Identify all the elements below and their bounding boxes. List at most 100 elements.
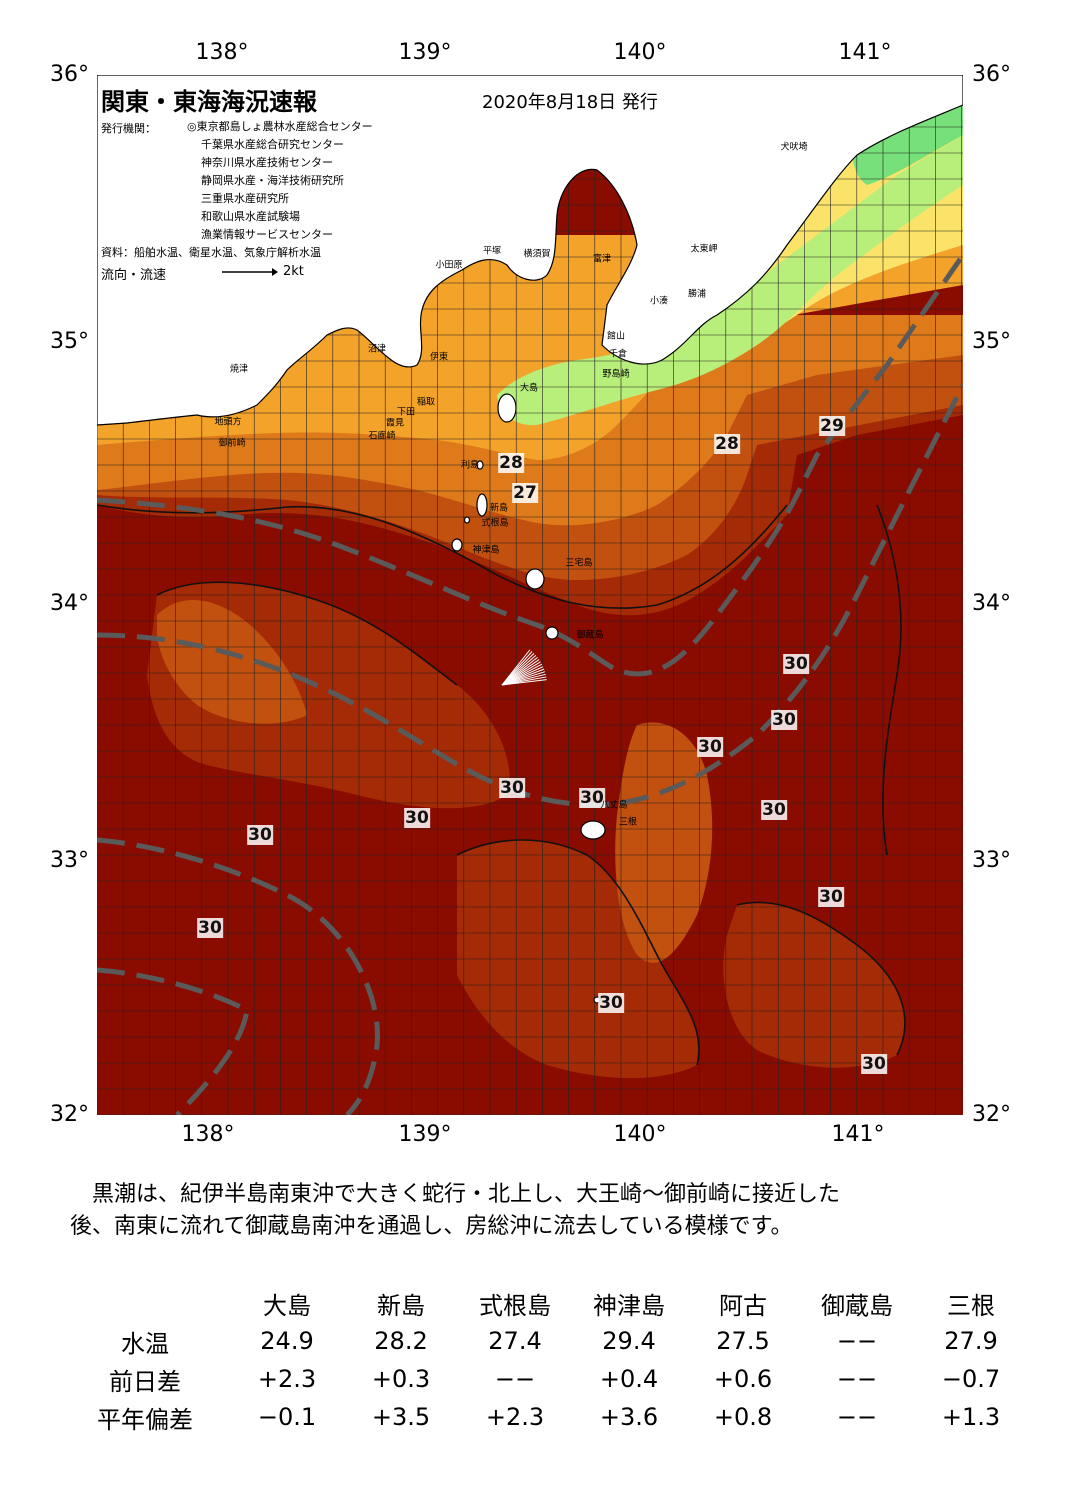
lat-label-34-left: 34° [50, 591, 89, 616]
place-hiratsuka: 平塚 [482, 246, 502, 257]
lat-label-36-right: 36° [972, 62, 1011, 87]
isotherm-line [456, 839, 700, 1066]
place-kasumi: 霞見 [385, 418, 405, 429]
table-col-header: 阿古 [719, 1291, 767, 1320]
island-niijima [476, 493, 488, 517]
lon-label-141-bottom: 141° [831, 1122, 885, 1147]
lat-label-35-right: 35° [972, 329, 1011, 354]
kuroshio-axis-line-southwest [97, 837, 380, 1115]
place-tateyama: 館山 [606, 331, 626, 342]
lon-label-139-bottom: 139° [398, 1122, 452, 1147]
issuer-item: 三重県水産研究所 [201, 192, 289, 205]
place-niijima: 新島 [489, 503, 509, 514]
table-row: 平年偏差 −0.1 +3.5 +2.3 +3.6 +0.8 −− +1.3 [60, 1398, 1028, 1436]
place-shikinejima: 式根島 [481, 518, 509, 529]
isotherm-label-30: 30 [499, 778, 525, 798]
isotherm-label-28-izu: 28 [498, 453, 524, 473]
place-numazu: 沼津 [367, 344, 387, 355]
temp-zone-28-tongue-south [615, 722, 713, 963]
island-temperature-table: 大島 新島 式根島 神津島 阿古 御蔵島 三根 水温 24.9 28.2 27.… [60, 1284, 1028, 1436]
place-irozaki: 石廊崎 [368, 431, 396, 442]
place-mitsune: 三根 [618, 817, 638, 828]
lon-label-138-top: 138° [195, 40, 249, 65]
summary-line-2: 後、南東に流れて御蔵島南沖を通過し、房総沖に流去している模様です。 [70, 1214, 793, 1239]
table-row-label: 平年偏差 [97, 1405, 193, 1434]
isotherm-label-30: 30 [697, 737, 723, 757]
current-vectors [501, 649, 547, 686]
table-cell: +3.5 [371, 1403, 431, 1431]
isotherm-line [876, 504, 902, 856]
place-yaizu: 焼津 [229, 364, 249, 375]
table-cell: +0.6 [713, 1365, 773, 1393]
isotherm-label-30: 30 [404, 808, 430, 828]
place-oshima: 大島 [519, 383, 539, 394]
lat-label-34-right: 34° [972, 591, 1011, 616]
table-row-label: 前日差 [109, 1367, 181, 1396]
issuer-item: 静岡県水産・海洋技術研究所 [201, 174, 344, 187]
issuer-item: 漁業情報サービスセンター [201, 228, 333, 241]
land-kanto [97, 75, 963, 426]
place-omaezaki: 御前崎 [218, 438, 246, 449]
lat-label-32-left: 32° [50, 1102, 89, 1127]
isotherm-label-28-east: 28 [714, 434, 740, 454]
isotherm-label-30: 30 [861, 1054, 887, 1074]
place-inatori: 稲取 [416, 397, 436, 408]
table-cell: −− [494, 1365, 536, 1393]
place-mikurajima: 御蔵島 [576, 630, 604, 641]
isotherm-label-30: 30 [771, 710, 797, 730]
isotherm-line [736, 901, 906, 1056]
place-inubosaki: 犬吠埼 [780, 142, 808, 153]
table-col-header: 御蔵島 [821, 1291, 893, 1320]
table-corner [60, 1284, 230, 1322]
isotherm-label-30: 30 [761, 800, 787, 820]
table-cell: 27.9 [944, 1327, 998, 1355]
isotherm-contours [97, 504, 906, 1066]
land-areas [97, 75, 963, 1004]
place-futtsu: 富津 [592, 254, 612, 265]
kuroshio-axis-line-main [97, 253, 963, 677]
isotherm-label-30: 30 [579, 788, 605, 808]
island-mikurajima [545, 626, 559, 640]
sea-temperature-map: 28 27 29 28 30 30 30 30 30 30 30 30 30 3… [97, 75, 963, 1115]
table-header-row: 大島 新島 式根島 神津島 阿古 御蔵島 三根 [60, 1284, 1028, 1322]
issue-date: 2020年8月18日 発行 [482, 92, 658, 113]
issuer-item: 神奈川県水産技術センター [201, 156, 333, 169]
sea-temperature-map-svg [97, 75, 963, 1115]
temp-zone-24 [497, 135, 963, 426]
lat-label-32-right: 32° [972, 1102, 1011, 1127]
temp-zone-28-tongue-west [157, 600, 307, 724]
place-taitomisaki: 太東岬 [690, 244, 718, 255]
island-shikinejima [463, 516, 471, 524]
lat-label-33-right: 33° [972, 848, 1011, 873]
place-yokosuka: 横須賀 [523, 249, 551, 260]
isotherm-label-30: 30 [598, 993, 624, 1013]
table-cell: −− [836, 1327, 878, 1355]
table-col-header: 新島 [377, 1291, 425, 1320]
place-ito: 伊東 [429, 352, 449, 363]
table-cell: +3.6 [599, 1403, 659, 1431]
lat-label-35-left: 35° [50, 329, 89, 354]
place-jitogata: 地頭方 [214, 417, 242, 428]
table-cell: 24.9 [260, 1327, 314, 1355]
place-hachijojima: 八丈島 [600, 800, 628, 811]
flow-legend-label: 流向・流速 [101, 268, 167, 283]
lon-label-140-top: 140° [613, 40, 667, 65]
table-row-label: 水温 [121, 1329, 169, 1358]
issuer-item: 千葉県水産総合研究センター [201, 138, 344, 151]
island-kozushima [451, 538, 463, 552]
place-chikura: 千倉 [608, 349, 628, 360]
table-cell: 28.2 [374, 1327, 428, 1355]
place-toshima: 利島 [460, 460, 480, 471]
kuroshio-axis-line-west-loop [97, 967, 250, 1115]
flow-scale-label: 2kt [283, 264, 304, 279]
isotherm-label-30: 30 [783, 654, 809, 674]
lon-label-138-bottom: 138° [181, 1122, 235, 1147]
isotherm-label-30: 30 [818, 887, 844, 907]
place-kominato: 小湊 [649, 296, 669, 307]
table-cell: −− [836, 1365, 878, 1393]
isotherm-label-30: 30 [197, 918, 223, 938]
table-cell: −− [836, 1403, 878, 1431]
place-kozushima: 神津島 [472, 545, 500, 556]
table-cell: 27.5 [716, 1327, 770, 1355]
map-title: 関東・東海海況速報 [101, 88, 317, 116]
